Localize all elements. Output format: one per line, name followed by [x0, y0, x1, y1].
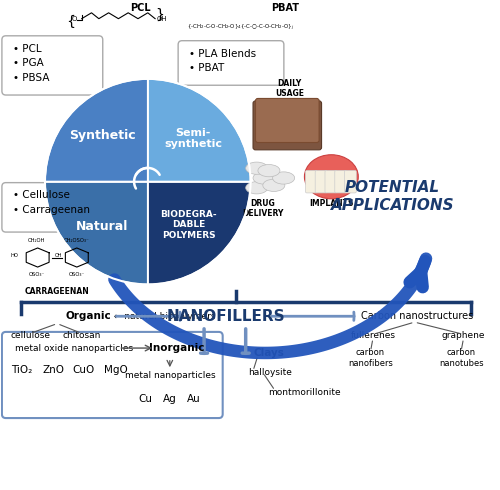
Text: carbon
nanofibers: carbon nanofibers [348, 348, 393, 368]
Text: ← natural biopolymers: ← natural biopolymers [111, 312, 216, 321]
Text: Cu: Cu [138, 394, 152, 404]
Text: • PCL
• PGA
• PBSA: • PCL • PGA • PBSA [13, 44, 50, 83]
FancyBboxPatch shape [2, 183, 100, 232]
Text: OH: OH [156, 16, 167, 22]
Text: HO: HO [10, 252, 18, 258]
Ellipse shape [246, 162, 268, 174]
Text: CARRAGEENAN: CARRAGEENAN [25, 287, 90, 296]
Text: CH₂OSO₃⁻: CH₂OSO₃⁻ [64, 238, 90, 243]
Text: $\{$-CH$_2$-C-O-CH$_2$-O$\}$$_4$$\{$-C-$\bigcirc$-C-O-CH$_2$-O$\}$$_j$: $\{$-CH$_2$-C-O-CH$_2$-O$\}$$_4$$\{$-C-$… [187, 23, 294, 33]
Text: POTENTIAL
APPLICATIONS: POTENTIAL APPLICATIONS [330, 180, 454, 213]
FancyBboxPatch shape [2, 36, 103, 95]
Text: PBAT: PBAT [271, 3, 299, 13]
Text: Ag: Ag [163, 394, 176, 404]
FancyBboxPatch shape [2, 332, 222, 418]
Text: CuO: CuO [72, 365, 94, 375]
Text: BIODEGRA-
DABLE
POLYMERS: BIODEGRA- DABLE POLYMERS [160, 210, 217, 240]
Text: O: O [72, 16, 77, 22]
Text: Carbon nanostructures: Carbon nanostructures [360, 311, 473, 321]
Text: montmorillonite: montmorillonite [268, 388, 340, 396]
Ellipse shape [272, 172, 294, 184]
Text: carbon
nanotubes: carbon nanotubes [439, 348, 484, 368]
Text: metal nanoparticles: metal nanoparticles [124, 371, 215, 380]
Text: graphene: graphene [442, 331, 486, 341]
FancyBboxPatch shape [256, 98, 319, 143]
Ellipse shape [258, 165, 280, 177]
Text: PCL: PCL [130, 3, 151, 13]
Ellipse shape [304, 155, 358, 199]
FancyBboxPatch shape [306, 171, 317, 193]
Text: DRUG
DELIVERY: DRUG DELIVERY [242, 199, 284, 218]
Text: IMPLANTS: IMPLANTS [309, 199, 354, 208]
Text: ZnO: ZnO [42, 365, 64, 375]
Ellipse shape [253, 172, 275, 184]
Text: NANOFILLERS: NANOFILLERS [167, 309, 286, 324]
FancyBboxPatch shape [178, 41, 284, 85]
Text: Organic: Organic [66, 311, 111, 321]
FancyBboxPatch shape [325, 171, 336, 193]
FancyBboxPatch shape [315, 171, 327, 193]
FancyBboxPatch shape [335, 171, 346, 193]
Text: }: } [155, 8, 164, 22]
Text: }: } [64, 12, 74, 25]
Wedge shape [45, 79, 148, 182]
Text: • PLA Blends
• PBAT: • PLA Blends • PBAT [190, 49, 256, 74]
Text: OSO₃⁻: OSO₃⁻ [28, 272, 45, 277]
Text: CH₂OH: CH₂OH [28, 238, 46, 243]
Ellipse shape [263, 179, 285, 192]
Wedge shape [148, 79, 250, 182]
FancyBboxPatch shape [253, 101, 322, 150]
Text: Au: Au [188, 394, 201, 404]
FancyBboxPatch shape [344, 171, 356, 193]
Text: Synthetic: Synthetic [69, 129, 136, 142]
Text: cellulose: cellulose [10, 331, 50, 341]
Text: MgO: MgO [104, 365, 128, 375]
Text: TiO₂: TiO₂ [10, 365, 32, 375]
Wedge shape [148, 182, 250, 284]
Text: Natural: Natural [76, 220, 128, 233]
Text: metal oxide nanoparticles: metal oxide nanoparticles [16, 343, 134, 353]
Ellipse shape [246, 182, 268, 194]
Text: chitosan: chitosan [62, 331, 101, 341]
Text: halloysite: halloysite [248, 368, 292, 377]
Text: • Cellulose
• Carrageenan: • Cellulose • Carrageenan [13, 191, 90, 215]
Text: DAILY
USAGE: DAILY USAGE [275, 79, 304, 98]
Text: Inorganic: Inorganic [150, 343, 205, 353]
Text: Semi-
synthetic: Semi- synthetic [164, 128, 222, 149]
Wedge shape [45, 182, 148, 284]
Text: OH: OH [55, 252, 62, 258]
Text: OSO₃⁻: OSO₃⁻ [68, 272, 85, 277]
Text: fullerenes: fullerenes [350, 331, 396, 341]
Text: Clays: Clays [253, 348, 284, 358]
